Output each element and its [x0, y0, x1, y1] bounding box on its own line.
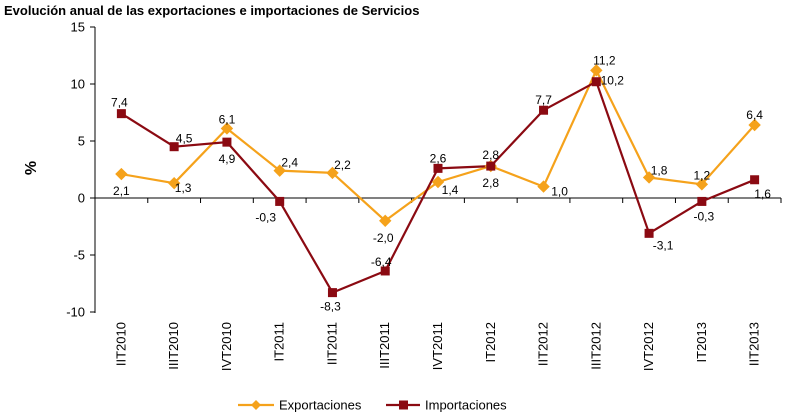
x-tick-label: IIIT2012	[588, 322, 603, 370]
legend-importaciones-label: Importaciones	[425, 398, 507, 413]
y-tick-label: 10	[71, 77, 85, 92]
importaciones-point	[275, 196, 285, 206]
y-tick-label: 5	[78, 134, 85, 149]
importaciones-data-label: 7,4	[111, 96, 128, 110]
exportaciones-data-label: 6,4	[746, 108, 763, 122]
exportaciones-point	[590, 64, 603, 77]
x-tick-label: IT2013	[694, 322, 709, 362]
importaciones-data-label: 2,6	[430, 151, 447, 165]
x-tick-label: IIT2012	[536, 322, 551, 366]
importaciones-point	[116, 109, 126, 119]
data-labels: 2,1 1,3 6,1 2,4 2,2 -2,0 1,4 2,8 1,0 11,2 1,8 1,2 6,…	[111, 53, 771, 313]
exportaciones-data-label: 2,4	[281, 156, 298, 170]
exportaciones-point	[115, 167, 128, 181]
exportaciones-point	[167, 176, 181, 190]
exportaciones-point	[220, 122, 234, 135]
exportaciones-data-label: 2,1	[113, 184, 130, 198]
exportaciones-data-label: 2,2	[334, 158, 351, 172]
importaciones-point	[591, 77, 601, 87]
exportaciones-point	[537, 180, 550, 193]
importaciones-point	[539, 105, 549, 115]
exportaciones-data-label: 1,0	[551, 185, 568, 199]
y-tick-label: -5	[73, 248, 85, 263]
exportaciones-point	[431, 175, 445, 189]
exportaciones-point	[642, 171, 656, 184]
exportaciones-data-label: 11,2	[593, 53, 616, 67]
exportaciones-data-label: 1,8	[651, 163, 668, 177]
chart-title: Evolución anual de las exportaciones e i…	[4, 3, 420, 18]
importaciones-data-label: 4,9	[219, 152, 236, 166]
importaciones-point	[380, 266, 390, 276]
x-tick-label: IIT2011	[324, 322, 339, 365]
legend-importaciones-marker	[399, 400, 408, 410]
x-tick-label: IIT2010	[113, 322, 128, 366]
exportaciones-data-label: 1,2	[694, 168, 711, 182]
exportaciones-data-label: 1,4	[442, 183, 459, 197]
axes: -10 -5 0 5 10 15 IIT2010 IIIT2010 IVT2010 IT2011 I…	[23, 20, 782, 371]
importaciones-point	[327, 288, 337, 298]
exportaciones-point	[748, 118, 761, 132]
exportaciones-point	[273, 164, 286, 177]
importaciones-point	[644, 228, 654, 238]
importaciones-data-label: -0,3	[694, 209, 715, 223]
x-tick-label: IIIT2011	[377, 322, 392, 369]
importaciones-data-label: -0,3	[255, 210, 276, 224]
exportaciones-data-label: 6,1	[219, 112, 236, 126]
importaciones-data-label: 10,2	[601, 74, 625, 88]
importaciones-data-label: 1,6	[754, 187, 771, 201]
importaciones-point	[750, 175, 760, 185]
exportaciones-point	[326, 166, 339, 180]
legend-exportaciones-label: Exportaciones	[279, 398, 362, 413]
importaciones-point	[486, 161, 496, 171]
exportaciones-data-label: 2,8	[482, 176, 499, 190]
importaciones-point	[433, 163, 443, 173]
importaciones-data-label: -3,1	[653, 238, 674, 252]
x-tick-label: IVT2012	[641, 322, 656, 371]
importaciones-data-label: 4,5	[176, 132, 193, 146]
importaciones-point	[169, 142, 179, 152]
importaciones-point	[222, 137, 232, 147]
importaciones-data-label: 7,7	[535, 93, 552, 107]
x-tick-label: IT2011	[272, 322, 287, 362]
importaciones-point	[697, 196, 707, 206]
x-tick-label: IVT2010	[219, 322, 234, 371]
x-tick-label: IIIT2010	[166, 322, 181, 370]
series-markers	[115, 64, 761, 298]
importaciones-data-label: -8,3	[320, 300, 341, 314]
y-tick-label: -10	[66, 305, 85, 320]
exportaciones-data-label: -2,0	[373, 231, 394, 245]
x-tick-label: IVT2011	[430, 322, 445, 370]
exportaciones-data-label: 1,3	[175, 181, 192, 195]
y-axis-label: %	[23, 161, 40, 175]
importaciones-data-label: 2,8	[482, 148, 499, 162]
y-tick-label: 15	[71, 20, 85, 35]
legend: Exportaciones Importaciones	[238, 398, 507, 413]
importaciones-data-label: -6,4	[371, 255, 392, 269]
x-tick-label: IIT2013	[747, 322, 762, 366]
exportaciones-point	[379, 214, 392, 228]
y-tick-label: 0	[78, 191, 85, 206]
exportaciones-point	[695, 178, 709, 191]
x-tick-label: IT2012	[483, 322, 498, 362]
legend-exportaciones-marker	[251, 400, 261, 410]
